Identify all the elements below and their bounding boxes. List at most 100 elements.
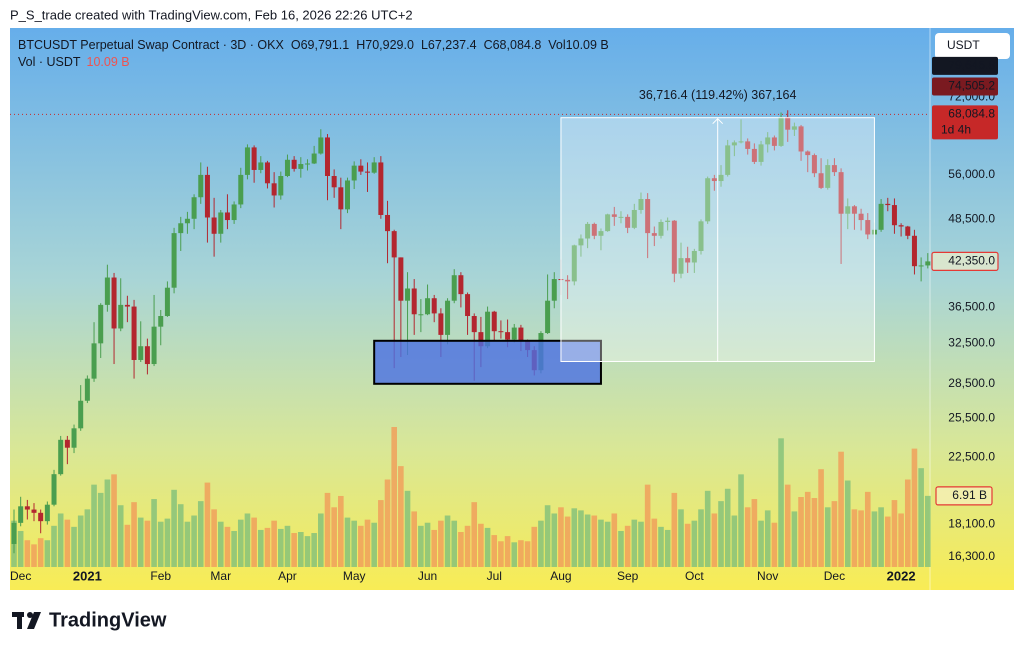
volume-bar — [884, 516, 891, 567]
volume-bar — [638, 521, 644, 567]
candle-body — [485, 311, 491, 347]
y-tick-label: 48,500.0 — [948, 212, 995, 226]
measure-arrowhead — [712, 117, 724, 125]
candle-body — [585, 223, 591, 239]
candle-body — [671, 220, 677, 274]
candle-body — [284, 159, 290, 177]
price-badge — [932, 56, 998, 75]
volume-bar — [484, 527, 491, 567]
candle-body — [298, 164, 304, 169]
candle-body — [878, 203, 884, 230]
x-tick-label: 2022 — [887, 568, 916, 583]
volume-bar — [391, 427, 397, 567]
candle-body — [605, 214, 611, 232]
volume-bar — [231, 530, 237, 567]
y-tick-label: 16,300.0 — [948, 549, 995, 563]
volume-bar — [237, 519, 244, 567]
candle-body — [845, 206, 851, 214]
volume-bar — [384, 479, 391, 567]
candle-body — [611, 214, 617, 217]
legend-value: 70,929.0 — [365, 38, 414, 52]
volume-bar — [464, 525, 471, 567]
volume-bar — [31, 544, 37, 567]
candle-body — [138, 346, 144, 360]
candle-body — [264, 162, 270, 184]
logo-shape — [27, 612, 41, 629]
volume-bar — [177, 504, 184, 567]
volume-bar — [77, 515, 84, 567]
volume-bar — [411, 511, 417, 567]
candle-body — [718, 174, 724, 182]
volume-bar — [518, 540, 524, 567]
volume-bar — [824, 507, 831, 567]
volume-bar — [778, 438, 784, 567]
price-badge — [931, 251, 999, 271]
volume-bar — [891, 500, 898, 567]
volume-bar — [51, 525, 57, 567]
volume-bar — [298, 532, 304, 567]
volume-bar — [304, 536, 311, 567]
candle-body — [91, 343, 97, 379]
price-badge-label: 68,084.8 — [948, 107, 995, 121]
volume-bar — [764, 510, 771, 567]
volume-bar — [658, 526, 664, 567]
volume-bar — [504, 536, 511, 567]
volume-bar — [184, 521, 191, 567]
volume-bar — [918, 468, 924, 567]
candle-body — [925, 261, 931, 266]
volume-bar — [724, 488, 731, 567]
volume-bar — [578, 510, 584, 567]
candle-body — [618, 216, 624, 218]
candle-body — [545, 300, 551, 334]
volume-bar — [217, 521, 224, 567]
candle-body — [338, 187, 344, 210]
brand-logo: TradingView — [12, 609, 167, 631]
volume-bar — [131, 502, 137, 567]
candle-body — [745, 141, 751, 149]
candle-body — [238, 174, 244, 205]
candle-body — [38, 512, 44, 522]
volume-bar — [418, 525, 424, 567]
candle-body — [725, 145, 731, 175]
volume-bar — [738, 474, 744, 567]
candle-body — [638, 199, 644, 210]
candle-body — [98, 304, 104, 344]
volume-bar — [137, 517, 144, 567]
candle-body — [678, 258, 684, 274]
candle-body — [551, 279, 557, 301]
y-tick-label: 36,500.0 — [948, 300, 995, 314]
volume-bar — [438, 520, 444, 567]
candle-body — [491, 311, 497, 332]
candle-body — [825, 165, 831, 188]
volume-bar — [598, 519, 604, 567]
chart-layer: BTCUSDT Perpetual Swap Contract · 3D · O… — [10, 33, 1010, 583]
x-tick-label: Dec — [824, 569, 845, 583]
candle-body — [218, 212, 224, 234]
candle-body — [458, 275, 464, 295]
candle-body — [711, 178, 717, 182]
volume-bar — [431, 529, 438, 567]
volume-bar — [751, 499, 758, 567]
volume-bar — [351, 520, 357, 567]
x-tick-label: Apr — [278, 569, 297, 583]
candle-body — [758, 144, 764, 162]
candle-body — [345, 180, 350, 210]
volume-bar — [731, 515, 738, 567]
legend-symbol: BTCUSDT Perpetual Swap Contract · 3D · O… — [18, 38, 284, 52]
x-tick-label: May — [343, 569, 366, 583]
volume-bar — [364, 519, 371, 567]
candle-body — [771, 137, 777, 146]
volume-bar — [271, 520, 277, 567]
candle-body — [291, 159, 297, 169]
volume-bar — [344, 517, 351, 567]
currency-button[interactable] — [935, 33, 1010, 59]
candle-body — [798, 126, 804, 152]
candle-body — [598, 231, 604, 236]
candle-body — [438, 313, 444, 335]
candle-body — [211, 217, 217, 234]
price-badge-note: 1d 4h — [941, 123, 971, 137]
volume-legend-name: Vol · USDT — [18, 55, 81, 69]
candle-body — [705, 178, 711, 222]
candle-body — [698, 221, 704, 251]
